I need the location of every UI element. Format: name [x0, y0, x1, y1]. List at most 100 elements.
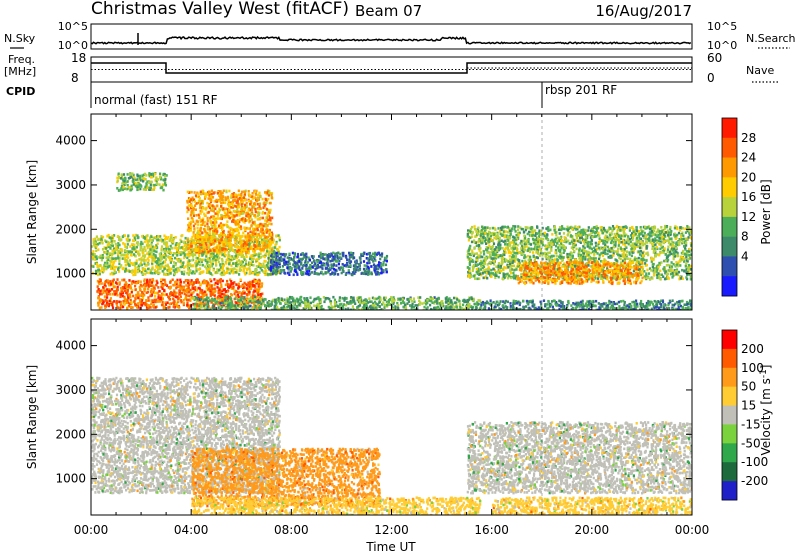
heatmap-cell — [201, 271, 204, 274]
heatmap-cell — [447, 304, 450, 307]
heatmap-cell — [213, 221, 216, 224]
heatmap-cell — [139, 306, 142, 310]
heatmap-cell — [369, 305, 372, 308]
heatmap-cell — [269, 216, 272, 220]
heatmap-cell — [463, 299, 467, 303]
heatmap-cell — [239, 268, 242, 272]
heatmap-cell — [250, 284, 253, 288]
heatmap-cell — [289, 308, 292, 310]
heatmap-cell — [324, 296, 327, 300]
heatmap-cell — [107, 255, 110, 259]
heatmap-cell — [248, 282, 252, 285]
heatmap-cell — [232, 218, 235, 222]
heatmap-cell — [367, 257, 370, 260]
heatmap-cell — [247, 232, 250, 235]
heatmap-cell — [346, 301, 349, 304]
heatmap-cell — [112, 260, 116, 264]
heatmap-cell — [129, 305, 133, 309]
heatmap-cell — [213, 223, 216, 227]
heatmap-cell — [292, 263, 295, 267]
heatmap-cell — [337, 273, 340, 276]
heatmap-cell — [181, 247, 184, 250]
heatmap-cell — [378, 295, 381, 299]
heatmap-cell — [271, 216, 274, 220]
heatmap-cell — [168, 248, 171, 251]
heatmap-cell — [437, 297, 440, 300]
heatmap-cell — [193, 191, 196, 194]
heatmap-cell — [286, 264, 289, 268]
heatmap-cell — [229, 296, 232, 299]
heatmap-cell — [104, 263, 107, 267]
heatmap-cell — [300, 272, 303, 275]
heatmap-cell — [163, 293, 166, 297]
heatmap-cell — [172, 301, 175, 305]
heatmap-cell — [255, 198, 258, 202]
heatmap-cell — [270, 243, 273, 246]
heatmap-cell — [196, 248, 199, 251]
heatmap-cell — [239, 218, 242, 221]
heatmap-cell — [261, 197, 264, 201]
heatmap-cell — [120, 293, 123, 296]
heatmap-cell — [253, 228, 257, 231]
heatmap-cell — [134, 284, 137, 288]
heatmap-cell — [260, 268, 263, 272]
heatmap-cell — [195, 219, 198, 223]
heatmap-cell — [303, 256, 306, 259]
heatmap-cell — [379, 263, 382, 266]
heatmap-cell — [276, 305, 279, 309]
heatmap-cell — [137, 236, 140, 239]
heatmap-cell — [263, 266, 267, 270]
heatmap-cell — [189, 239, 192, 243]
heatmap-cell — [242, 231, 245, 235]
heatmap-cell — [242, 290, 245, 293]
nsky-trace — [90, 35, 692, 45]
heatmap-cell — [245, 245, 248, 249]
heatmap-cell — [268, 273, 271, 276]
heatmap-cell — [341, 307, 344, 310]
heatmap-cell — [113, 248, 116, 252]
heatmap-cell — [265, 269, 268, 272]
heatmap-cell — [365, 267, 368, 271]
heatmap-cell — [128, 264, 131, 267]
heatmap-cell — [159, 172, 162, 176]
heatmap-cell — [189, 299, 192, 302]
heatmap-cell — [229, 237, 232, 241]
heatmap-cell — [190, 292, 193, 295]
heatmap-cell — [215, 237, 218, 241]
heatmap-cell — [302, 253, 305, 257]
heatmap-cell — [213, 294, 216, 297]
heatmap-cell — [123, 297, 126, 300]
heatmap-cell — [248, 272, 251, 276]
heatmap-cell — [280, 255, 283, 259]
heatmap-cell — [126, 243, 129, 246]
heatmap-cell — [218, 246, 222, 249]
heatmap-cell — [134, 268, 137, 272]
heatmap-cell — [227, 203, 230, 206]
heatmap-cell — [169, 261, 172, 264]
heatmap-cell — [253, 214, 257, 217]
heatmap-cell — [115, 304, 119, 308]
heatmap-cell — [423, 301, 426, 305]
heatmap-cell — [104, 247, 107, 250]
heatmap-cell — [381, 269, 384, 273]
heatmap-cell — [260, 248, 264, 251]
heatmap-cell — [158, 260, 161, 263]
heatmap-cell — [294, 261, 297, 264]
heatmap-cell — [286, 306, 289, 309]
heatmap-cell — [271, 246, 274, 250]
heatmap-cell — [235, 201, 238, 204]
heatmap-cell — [134, 238, 137, 242]
heatmap-cell — [225, 223, 228, 227]
heatmap-cell — [176, 253, 179, 257]
heatmap-cell — [161, 287, 164, 290]
heatmap-cell — [275, 265, 278, 269]
heatmap-cell — [259, 244, 262, 248]
heatmap-cell — [96, 290, 99, 293]
heatmap-cell — [318, 306, 321, 310]
heatmap-cell — [308, 258, 311, 262]
heatmap-cell — [189, 297, 192, 300]
heatmap-cell — [123, 243, 126, 246]
heatmap-cell — [258, 278, 261, 282]
heatmap-cell — [226, 258, 229, 262]
heatmap-cell — [170, 247, 173, 250]
